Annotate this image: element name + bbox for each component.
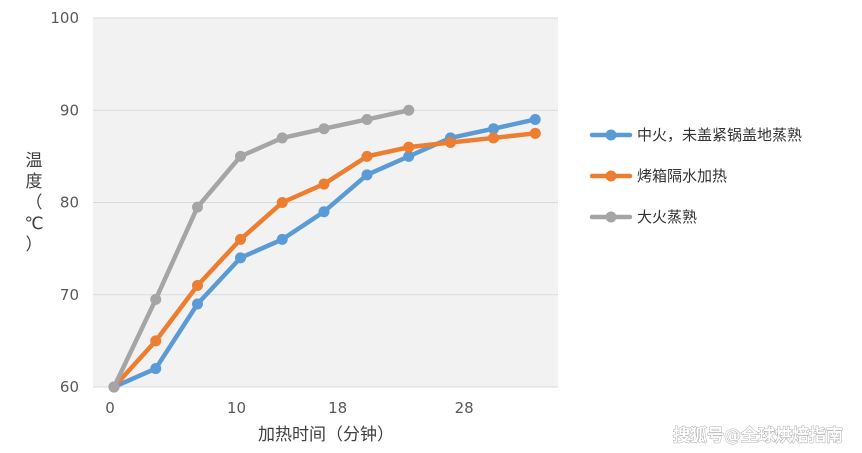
series-group (108, 104, 541, 393)
legend-swatch-marker (605, 129, 617, 141)
y-axis-label-char: 度 (26, 172, 43, 192)
y-tick-label: 80 (60, 194, 79, 212)
legend-label: 烤箱隔水加热 (637, 167, 727, 185)
data-point (150, 363, 162, 375)
x-tick-label: 10 (227, 399, 246, 417)
y-axis-label-char: 温 (26, 151, 43, 171)
y-tick-label: 60 (60, 378, 79, 396)
data-point (276, 197, 288, 208)
series-line (111, 108, 411, 390)
data-point (276, 132, 288, 144)
series-1 (108, 113, 541, 393)
legend-item-2: 烤箱隔水加热 (589, 167, 727, 185)
data-point (444, 137, 456, 149)
data-point (529, 127, 541, 139)
data-point (361, 169, 373, 181)
data-point (191, 280, 203, 292)
data-point (318, 123, 330, 135)
data-point (235, 233, 246, 245)
legend-label: 中火，未盖紧锅盖地蒸熟 (637, 126, 802, 144)
data-point (403, 150, 415, 162)
data-point (488, 132, 499, 144)
data-point (318, 206, 330, 218)
y-axis-label: 温度（℃） (24, 151, 43, 255)
series-3 (108, 104, 415, 393)
data-point (529, 113, 541, 125)
data-point (235, 150, 246, 162)
legend-item-1: 中火，未盖紧锅盖地蒸熟 (589, 126, 802, 144)
data-point (403, 104, 415, 116)
x-axis-label: 加热时间（分钟） (258, 425, 394, 445)
y-axis-label-char: （ (26, 193, 43, 213)
legend-swatch-marker (605, 170, 617, 182)
data-point (488, 123, 499, 135)
data-point (150, 335, 162, 347)
data-point (191, 201, 203, 213)
watermark: 搜狐号@全球烘焙指南 (673, 425, 843, 446)
data-point (235, 252, 246, 264)
data-point (150, 293, 162, 305)
data-point (191, 298, 203, 310)
data-point (361, 113, 373, 125)
y-axis-ticks: 60 70 80 90 100 (50, 9, 79, 396)
x-axis-ticks: 0 10 18 28 (105, 399, 474, 417)
y-tick-label: 100 (50, 9, 79, 27)
data-point (276, 233, 288, 245)
legend-item-3: 大火蒸熟 (589, 208, 697, 226)
y-axis-label-char: ） (26, 235, 43, 255)
data-point (361, 150, 373, 162)
y-tick-label: 70 (60, 286, 79, 304)
legend-swatch-marker (605, 211, 617, 223)
y-axis-label-char: ℃ (24, 214, 43, 234)
x-tick-label: 18 (328, 399, 347, 417)
data-point (108, 381, 120, 393)
data-point (403, 141, 415, 153)
gridlines (93, 17, 558, 388)
legend-label: 大火蒸熟 (637, 208, 697, 226)
y-tick-label: 90 (60, 101, 79, 119)
x-tick-label: 0 (105, 399, 115, 417)
data-point (318, 178, 330, 190)
x-tick-label: 28 (455, 399, 474, 417)
